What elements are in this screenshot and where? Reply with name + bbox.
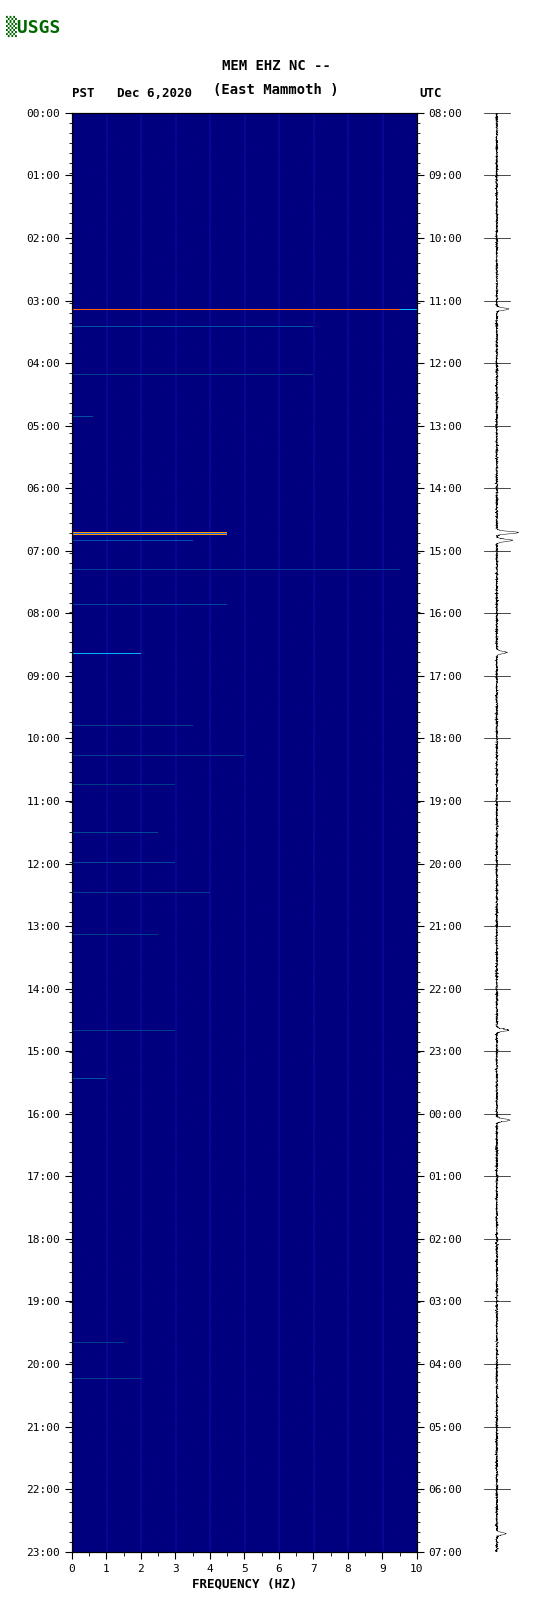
Text: MEM EHZ NC --: MEM EHZ NC -- xyxy=(221,58,331,73)
Text: (East Mammoth ): (East Mammoth ) xyxy=(213,82,339,97)
Text: PST   Dec 6,2020: PST Dec 6,2020 xyxy=(72,87,192,100)
Text: ▒USGS: ▒USGS xyxy=(6,16,60,37)
X-axis label: FREQUENCY (HZ): FREQUENCY (HZ) xyxy=(192,1578,297,1590)
Text: UTC: UTC xyxy=(420,87,442,100)
